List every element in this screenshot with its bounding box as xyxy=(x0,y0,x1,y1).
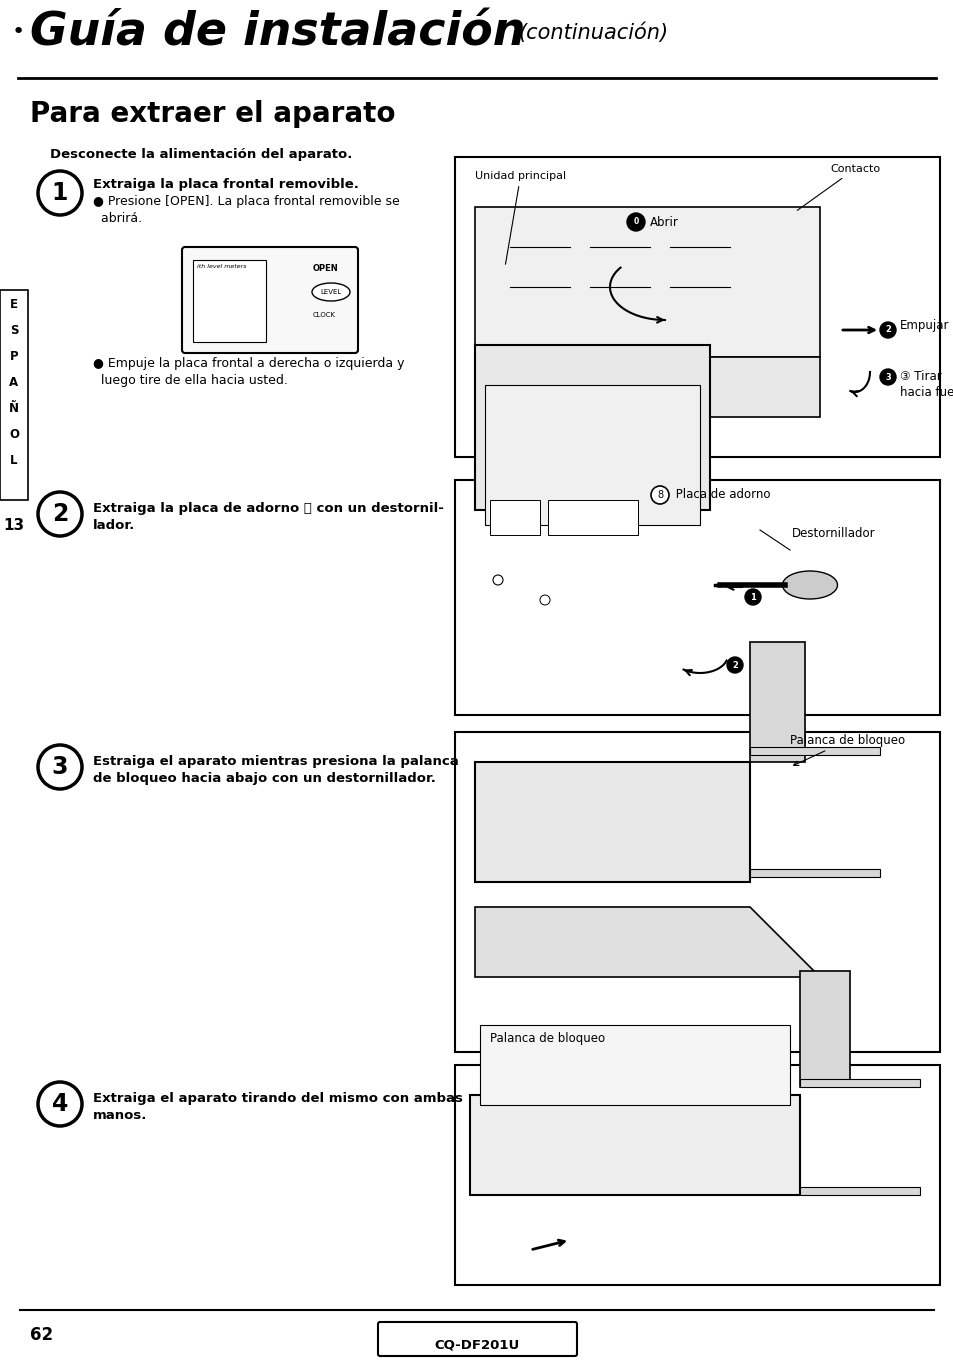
Text: Para extraer el aparato: Para extraer el aparato xyxy=(30,101,395,128)
Text: Unidad principal: Unidad principal xyxy=(475,171,565,264)
Text: 4: 4 xyxy=(51,1092,68,1117)
Polygon shape xyxy=(475,907,820,976)
Bar xyxy=(455,732,939,1053)
Bar xyxy=(749,642,804,762)
Ellipse shape xyxy=(312,283,350,301)
Bar xyxy=(0,290,28,500)
Circle shape xyxy=(539,596,550,605)
Bar xyxy=(490,500,539,534)
Text: (continuación): (continuación) xyxy=(517,22,667,42)
Text: •: • xyxy=(11,22,25,42)
Text: O: O xyxy=(9,428,19,442)
Text: Destornillador: Destornillador xyxy=(791,526,875,540)
Text: A: A xyxy=(10,377,18,389)
Text: ● Empuje la placa frontal a derecha o izquierda y
  luego tire de ella hacia ust: ● Empuje la placa frontal a derecha o iz… xyxy=(92,356,404,388)
Text: ③ Tirar
hacia fuera: ③ Tirar hacia fuera xyxy=(899,370,953,398)
Bar xyxy=(800,1187,919,1195)
Text: LEVEL: LEVEL xyxy=(320,290,341,295)
Text: 3: 3 xyxy=(51,755,69,779)
Text: 1: 1 xyxy=(749,593,755,601)
Bar xyxy=(455,156,939,457)
Text: 1: 1 xyxy=(51,181,68,205)
Bar xyxy=(749,747,879,755)
Text: Abrir: Abrir xyxy=(649,215,679,228)
Bar xyxy=(479,1025,789,1104)
Text: ith level meters: ith level meters xyxy=(196,264,246,269)
Text: Extraiga el aparato tirando del mismo con ambas
manos.: Extraiga el aparato tirando del mismo co… xyxy=(92,1092,462,1122)
Bar xyxy=(547,500,638,534)
Text: CQ-DF201U: CQ-DF201U xyxy=(434,1340,519,1352)
Polygon shape xyxy=(470,1095,800,1195)
Text: CLOCK: CLOCK xyxy=(313,311,335,318)
Text: 0: 0 xyxy=(633,218,638,227)
Circle shape xyxy=(493,575,502,585)
Text: Ñ: Ñ xyxy=(9,403,19,416)
Text: 3: 3 xyxy=(884,373,890,382)
Text: Extraiga la placa frontal removible.: Extraiga la placa frontal removible. xyxy=(92,178,358,190)
Text: Palanca de bloqueo: Palanca de bloqueo xyxy=(490,1032,604,1044)
Text: Placa de adorno: Placa de adorno xyxy=(671,488,770,502)
Text: 62: 62 xyxy=(30,1326,53,1344)
Circle shape xyxy=(879,369,895,385)
Bar xyxy=(475,345,709,510)
Text: S: S xyxy=(10,325,18,337)
Text: Empujar: Empujar xyxy=(899,318,948,332)
Bar xyxy=(455,1065,939,1285)
Text: ● Presione [OPEN]. La placa frontal removible se
  abrirá.: ● Presione [OPEN]. La placa frontal remo… xyxy=(92,194,399,224)
Bar xyxy=(800,971,849,1087)
Text: Palanca de bloqueo: Palanca de bloqueo xyxy=(789,734,904,766)
Circle shape xyxy=(726,657,742,673)
Bar xyxy=(484,385,700,525)
Bar xyxy=(800,1078,919,1087)
Text: E: E xyxy=(10,298,18,311)
Polygon shape xyxy=(475,207,820,356)
Text: 2: 2 xyxy=(731,661,738,669)
Text: Extraiga la placa de adorno ⓗ con un destornil-
lador.: Extraiga la placa de adorno ⓗ con un des… xyxy=(92,502,443,532)
Text: 2: 2 xyxy=(884,325,890,335)
Text: Estraiga el aparato mientras presiona la palanca
de bloqueo hacia abajo con un d: Estraiga el aparato mientras presiona la… xyxy=(92,755,458,785)
Text: Desconecte la alimentación del aparato.: Desconecte la alimentación del aparato. xyxy=(50,148,352,160)
Text: 2: 2 xyxy=(51,502,68,526)
Circle shape xyxy=(744,589,760,605)
Polygon shape xyxy=(475,762,749,883)
Bar xyxy=(193,260,266,341)
Text: OPEN: OPEN xyxy=(313,264,338,273)
Polygon shape xyxy=(475,356,820,418)
Ellipse shape xyxy=(781,571,837,598)
Circle shape xyxy=(879,322,895,339)
Text: Contacto: Contacto xyxy=(797,165,880,211)
Text: 13: 13 xyxy=(4,518,25,533)
FancyBboxPatch shape xyxy=(182,248,357,354)
Text: L: L xyxy=(10,454,18,468)
FancyBboxPatch shape xyxy=(377,1322,577,1356)
Text: Guía de instalación: Guía de instalación xyxy=(30,10,525,54)
Bar xyxy=(455,480,939,715)
Text: P: P xyxy=(10,351,18,363)
Bar xyxy=(749,869,879,877)
Text: 8: 8 xyxy=(657,490,662,500)
Circle shape xyxy=(626,214,644,231)
Circle shape xyxy=(650,486,668,505)
